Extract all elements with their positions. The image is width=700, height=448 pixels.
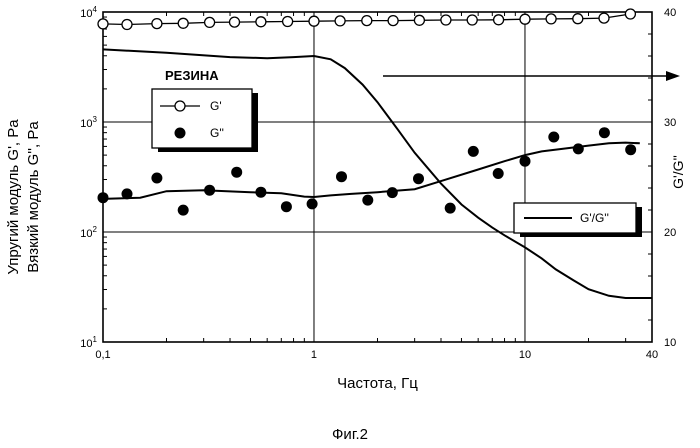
data-point-g-double-prime	[413, 173, 424, 184]
grid-lines	[103, 12, 652, 342]
annotation-arrow-head	[666, 71, 680, 81]
data-point-g-double-prime	[307, 198, 318, 209]
x-axis-label: Частота, Гц	[337, 375, 418, 392]
data-point-g-double-prime	[178, 205, 189, 216]
data-point-g-double-prime	[599, 127, 610, 138]
data-point-g-double-prime	[387, 187, 398, 198]
y-right-tick-label: 20	[664, 227, 676, 239]
data-point-g-prime	[283, 17, 293, 27]
data-point-g-prime	[494, 15, 504, 25]
data-point-g-double-prime	[573, 143, 584, 154]
annotation-label: РЕЗИНА	[165, 68, 219, 83]
data-point-g-double-prime	[468, 146, 479, 157]
y-right-tick-label: 10	[664, 337, 676, 349]
data-point-g-prime	[573, 14, 583, 24]
data-point-g-double-prime	[520, 156, 531, 167]
data-point-g-prime	[256, 17, 266, 27]
data-point-g-double-prime	[151, 173, 162, 184]
y-left-tick-label: 104	[80, 5, 97, 20]
y-right-tick-label: 40	[664, 7, 676, 19]
data-point-g-double-prime	[98, 192, 109, 203]
data-point-g-prime	[520, 14, 530, 24]
data-point-g-prime	[309, 16, 319, 26]
y-left-tick-label: 101	[80, 335, 97, 350]
data-point-g-double-prime	[362, 195, 373, 206]
legend-g-double-prime-marker	[175, 128, 186, 139]
data-point-g-double-prime	[281, 201, 292, 212]
legend-1	[152, 89, 252, 148]
data-point-g-double-prime	[493, 168, 504, 179]
data-point-g-double-prime	[231, 167, 242, 178]
y-left-tick-label: 103	[80, 115, 97, 130]
plot-frame	[103, 12, 652, 342]
data-point-g-prime	[388, 16, 398, 26]
data-point-g-double-prime	[625, 144, 636, 155]
data-point-g-double-prime	[445, 203, 456, 214]
y-left-tick-label: 102	[80, 225, 97, 240]
data-point-g-prime	[546, 14, 556, 24]
data-point-g-prime	[335, 16, 345, 26]
y-right-tick-label: 30	[664, 117, 676, 129]
data-point-g-prime	[625, 9, 635, 19]
data-point-g-prime	[362, 16, 372, 26]
y-right-axis-label: G'/G''	[670, 155, 686, 189]
y-left-axis-label-2: Вязкий модуль G'', Pa	[25, 121, 42, 273]
series-line-ratio	[103, 49, 652, 298]
x-tick-label: 10	[519, 349, 531, 361]
x-tick-label: 0,1	[95, 349, 110, 361]
legend-g-double-prime-label: G''	[210, 126, 224, 140]
data-point-g-double-prime	[336, 171, 347, 182]
data-point-g-prime	[205, 17, 215, 27]
data-point-g-prime	[98, 19, 108, 29]
legend-g-prime-label: G'	[210, 99, 222, 113]
data-point-g-prime	[414, 15, 424, 25]
data-point-g-prime	[230, 17, 240, 27]
x-tick-label: 40	[646, 349, 658, 361]
data-point-g-prime	[152, 19, 162, 29]
legend-g-prime-marker	[175, 101, 185, 111]
y-left-axis-label: Упругий модуль G', Pa	[5, 119, 22, 275]
data-point-g-double-prime	[548, 132, 559, 143]
figure-caption: Фиг.2	[0, 426, 700, 443]
legend-ratio-label: G'/G''	[580, 211, 609, 225]
data-point-g-prime	[599, 13, 609, 23]
data-point-g-prime	[441, 15, 451, 25]
data-point-g-prime	[467, 15, 477, 25]
data-point-g-prime	[122, 20, 132, 30]
x-tick-label: 1	[311, 349, 317, 361]
data-point-g-prime	[178, 18, 188, 28]
